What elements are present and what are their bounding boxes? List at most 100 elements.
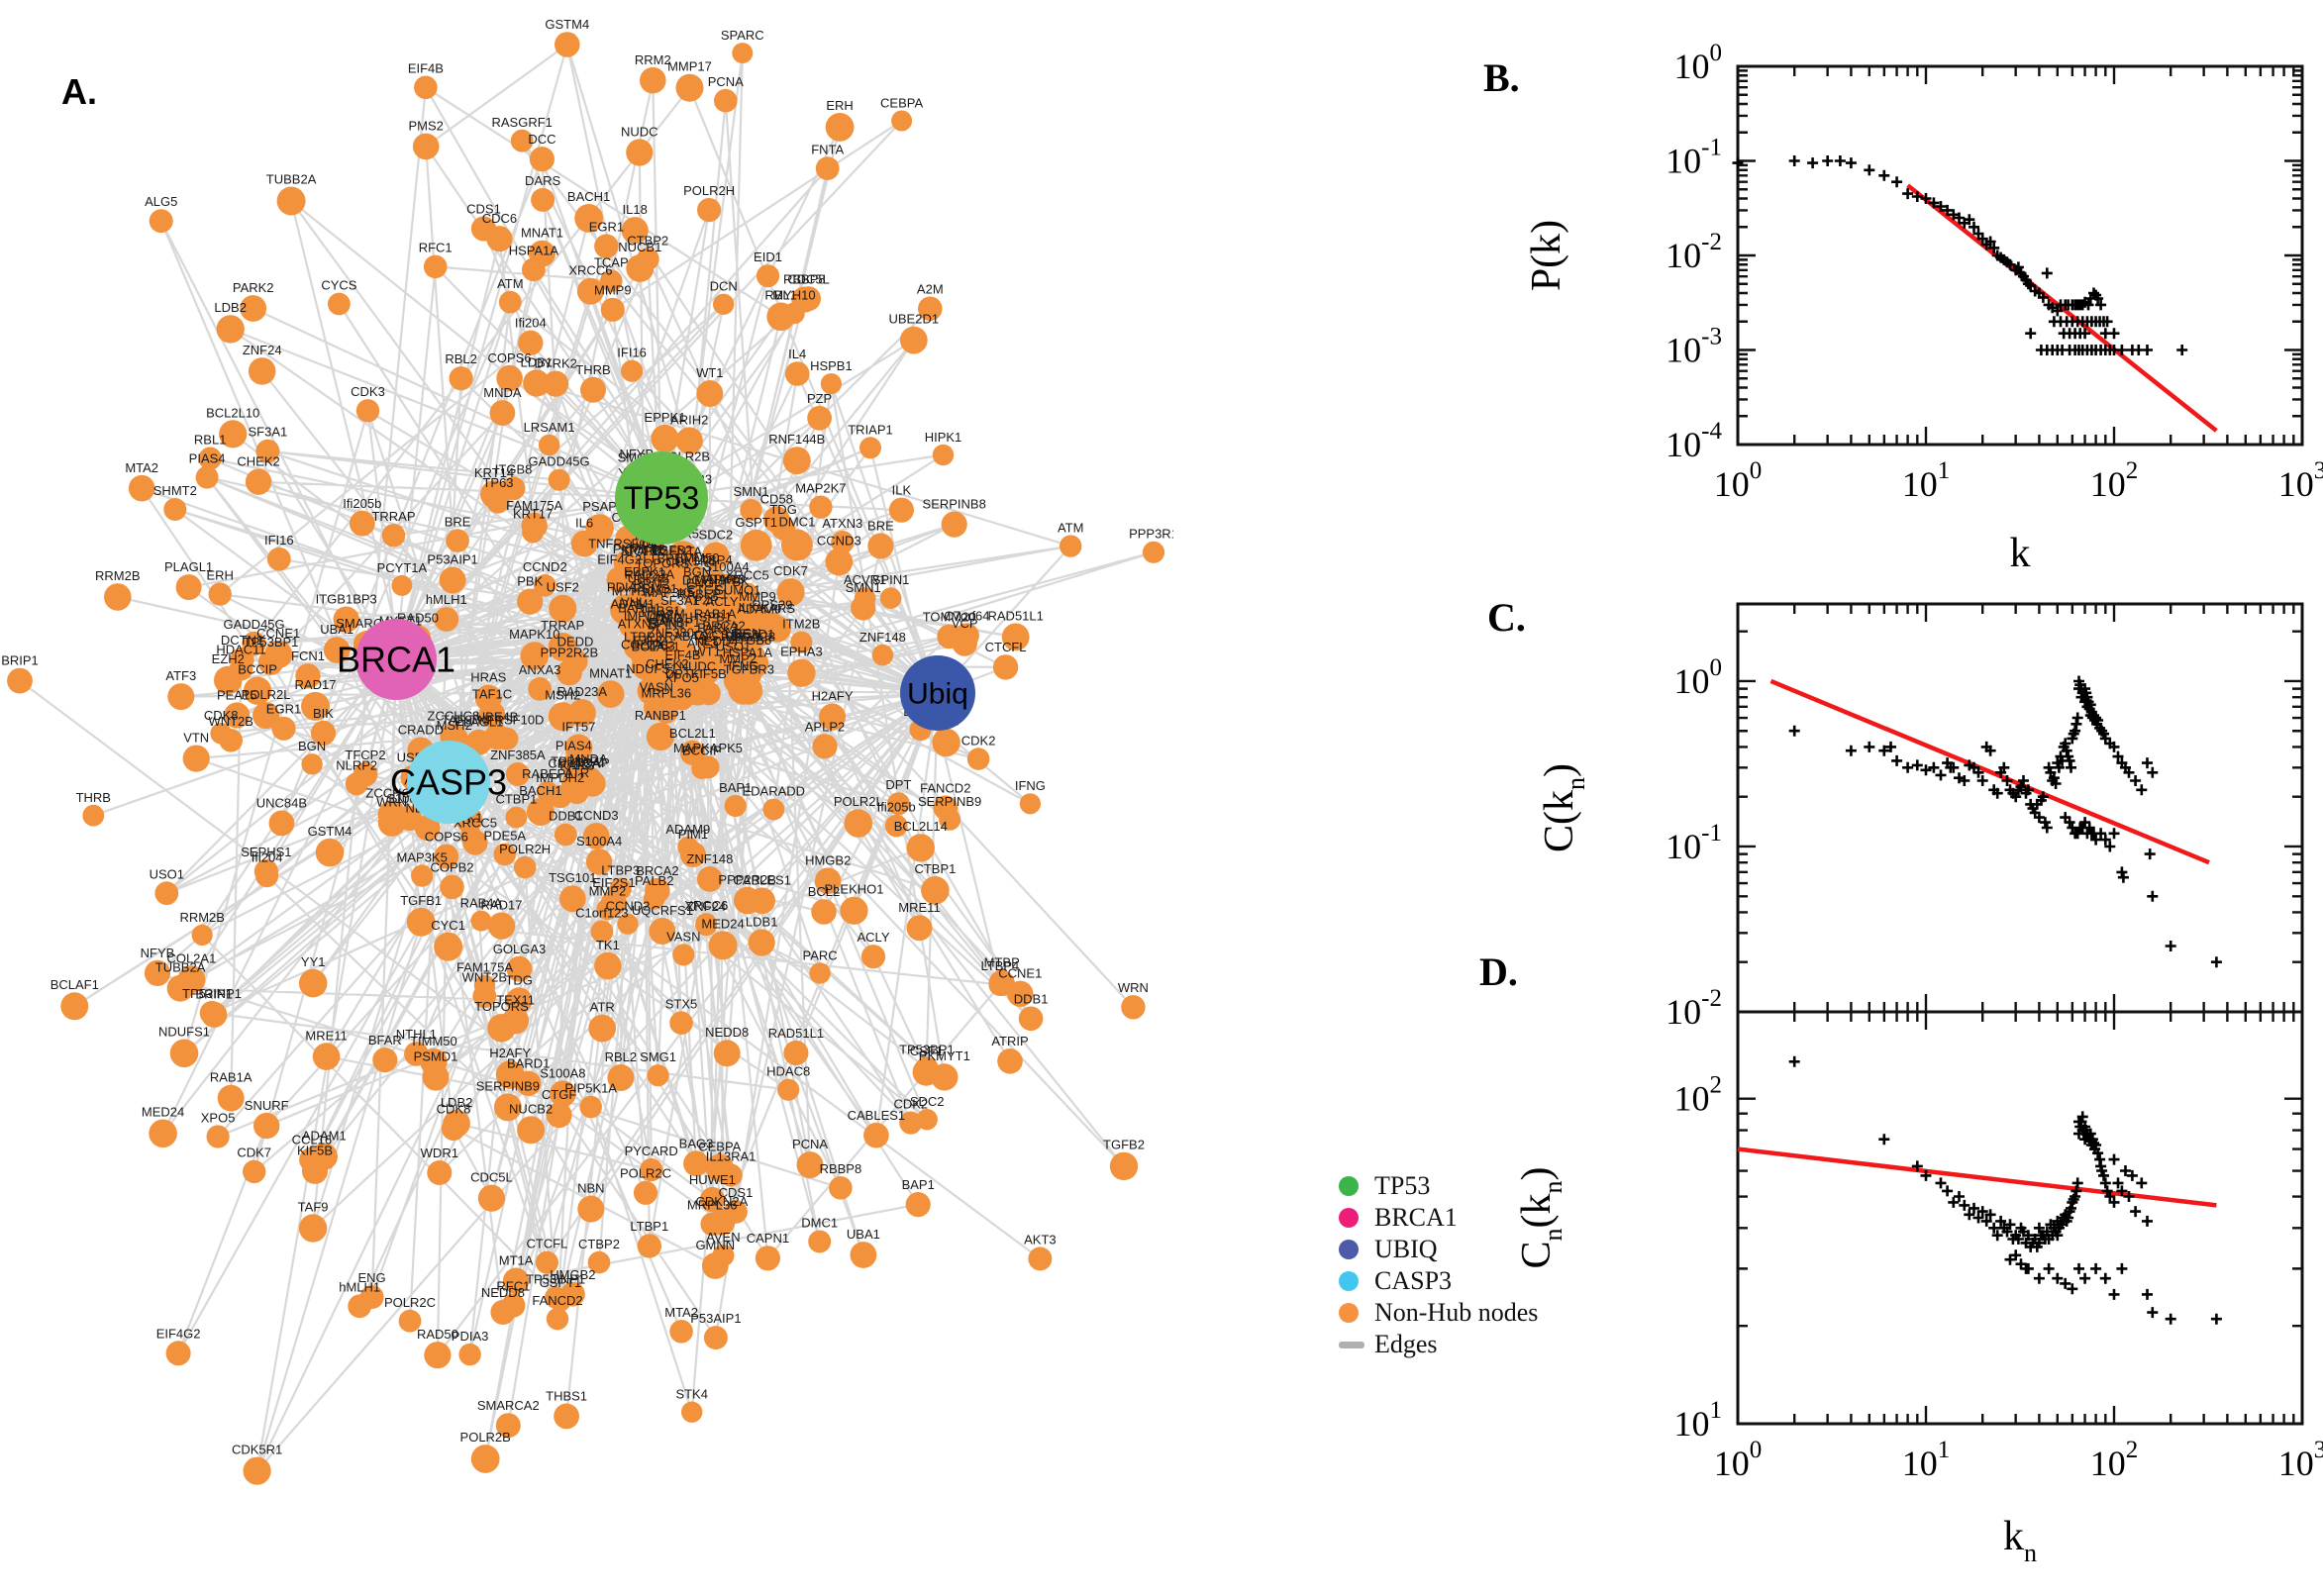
svg-text:CDK2: CDK2 [893, 1097, 928, 1112]
svg-text:KARS: KARS [760, 601, 796, 616]
svg-text:POLR2H: POLR2H [683, 183, 735, 198]
svg-text:BFAR: BFAR [368, 1033, 402, 1047]
svg-text:PDIA3: PDIA3 [607, 579, 645, 594]
data-markers [1788, 1055, 2222, 1325]
svg-text:S100A4: S100A4 [703, 559, 749, 574]
svg-text:PALB2: PALB2 [635, 873, 674, 888]
svg-text:ATR: ATR [564, 765, 589, 780]
svg-text:CDK8: CDK8 [204, 708, 239, 723]
svg-text:101: 101 [1902, 457, 1951, 504]
svg-text:BAG3: BAG3 [726, 629, 760, 644]
network-legend: TP53 BRCA1 UBIQ CASP3 Non-Hub nodes Edges [1339, 1170, 1538, 1360]
svg-text:MTA2: MTA2 [664, 1305, 698, 1320]
y-axis-title: C(kn) [1537, 763, 1590, 852]
svg-text:MT1A: MT1A [499, 1253, 534, 1268]
svg-text:HIPK1: HIPK1 [925, 430, 962, 445]
svg-text:MNAT1: MNAT1 [589, 665, 632, 680]
svg-text:TFCP2: TFCP2 [345, 748, 385, 762]
svg-text:DDB1: DDB1 [549, 809, 583, 824]
svg-text:RAD17: RAD17 [295, 677, 337, 692]
svg-text:CDK7: CDK7 [237, 1146, 271, 1160]
svg-text:P53AIP1: P53AIP1 [427, 552, 477, 567]
data-markers [1788, 675, 2222, 968]
svg-text:CCND3: CCND3 [817, 534, 861, 549]
svg-text:CDK3: CDK3 [351, 384, 385, 399]
svg-text:BACH1: BACH1 [519, 783, 561, 798]
svg-text:BACH1: BACH1 [567, 189, 610, 204]
svg-text:BAP1: BAP1 [719, 780, 752, 795]
svg-text:101: 101 [1902, 1437, 1951, 1483]
hub-node-tp53 [615, 451, 708, 545]
svg-text:CHEK2: CHEK2 [237, 454, 279, 469]
svg-text:BCL2L1: BCL2L1 [669, 726, 716, 741]
svg-text:FAM175A: FAM175A [456, 960, 513, 975]
svg-text:MNDA: MNDA [569, 751, 608, 766]
svg-text:10-1: 10-1 [1666, 135, 1722, 181]
svg-text:RFC1: RFC1 [419, 241, 453, 255]
svg-text:S100A8: S100A8 [540, 1065, 585, 1080]
svg-text:CCNE1: CCNE1 [256, 626, 300, 641]
svg-text:ATRIP: ATRIP [991, 1034, 1028, 1048]
svg-text:LTBP4: LTBP4 [694, 552, 733, 567]
legend-label: Non-Hub nodes [1374, 1298, 1539, 1327]
svg-text:TAF9: TAF9 [442, 712, 472, 727]
svg-text:BAG3: BAG3 [679, 1136, 714, 1150]
svg-text:CCND3: CCND3 [574, 808, 619, 823]
svg-text:RAB1A: RAB1A [694, 607, 737, 622]
panel-label-b: B. [1483, 55, 1520, 100]
svg-text:ATR: ATR [590, 1000, 615, 1015]
svg-text:CHEK2: CHEK2 [646, 656, 688, 671]
svg-text:EIF4G2: EIF4G2 [597, 551, 642, 566]
svg-text:NUCB1: NUCB1 [618, 240, 661, 254]
svg-text:ERH: ERH [826, 98, 853, 113]
legend-ubiq-dot-icon [1339, 1240, 1359, 1259]
svg-text:COPB2: COPB2 [430, 860, 473, 875]
svg-text:PKMYT1: PKMYT1 [919, 1048, 970, 1063]
svg-text:TRIAP1: TRIAP1 [848, 422, 893, 437]
svg-text:BCL2: BCL2 [808, 884, 841, 899]
svg-text:GMNN: GMNN [695, 1238, 735, 1252]
svg-text:MAP2K7: MAP2K7 [795, 481, 846, 496]
svg-text:TOPORS: TOPORS [636, 555, 690, 570]
svg-text:STK4: STK4 [675, 1387, 708, 1402]
svg-text:NTHL1: NTHL1 [396, 1027, 437, 1042]
svg-text:LTBP4: LTBP4 [981, 958, 1020, 973]
svg-text:Ifi204: Ifi204 [252, 849, 283, 864]
svg-text:HSPB1: HSPB1 [689, 609, 732, 624]
svg-text:NLRP2: NLRP2 [336, 757, 377, 772]
svg-text:LDB2: LDB2 [441, 1095, 473, 1110]
svg-text:ZNF24: ZNF24 [686, 899, 726, 914]
panel-label-a: A. [61, 71, 97, 112]
fit-line [1737, 1147, 2217, 1208]
svg-text:TCAP: TCAP [575, 755, 610, 770]
svg-text:ZNF148: ZNF148 [686, 851, 733, 866]
svg-text:CABLES1: CABLES1 [848, 1108, 906, 1123]
svg-text:WRN: WRN [376, 794, 407, 809]
legend-label: UBIQ [1374, 1235, 1438, 1263]
svg-text:POLR2C: POLR2C [384, 1295, 436, 1310]
svg-text:THBS1: THBS1 [639, 603, 680, 618]
svg-text:CEBPA: CEBPA [698, 1140, 741, 1154]
svg-text:MNAT1: MNAT1 [521, 226, 563, 241]
svg-text:RAD51L1: RAD51L1 [768, 1026, 824, 1041]
svg-text:100: 100 [1674, 654, 1723, 701]
svg-text:CCL16: CCL16 [292, 1133, 332, 1147]
svg-text:DARS: DARS [708, 572, 744, 587]
svg-text:SF3A1: SF3A1 [660, 593, 700, 608]
svg-text:FNTA: FNTA [811, 142, 844, 156]
svg-text:RNF144B: RNF144B [768, 432, 825, 447]
svg-text:XRCC5: XRCC5 [726, 568, 769, 583]
svg-text:HSPA1A: HSPA1A [509, 243, 559, 257]
svg-text:WDR1: WDR1 [421, 1146, 458, 1160]
svg-text:DEDD: DEDD [557, 634, 594, 648]
svg-text:102: 102 [2090, 457, 2139, 504]
svg-text:MRE11: MRE11 [305, 1028, 347, 1043]
svg-text:102: 102 [1674, 1072, 1723, 1119]
svg-text:CTGF: CTGF [687, 582, 722, 597]
svg-text:CTBP2: CTBP2 [627, 233, 668, 248]
svg-text:PIAS4: PIAS4 [556, 739, 592, 753]
svg-text:CYCS: CYCS [693, 627, 729, 642]
svg-text:POLR2H: POLR2H [499, 842, 551, 856]
svg-text:MMP9: MMP9 [594, 283, 632, 298]
